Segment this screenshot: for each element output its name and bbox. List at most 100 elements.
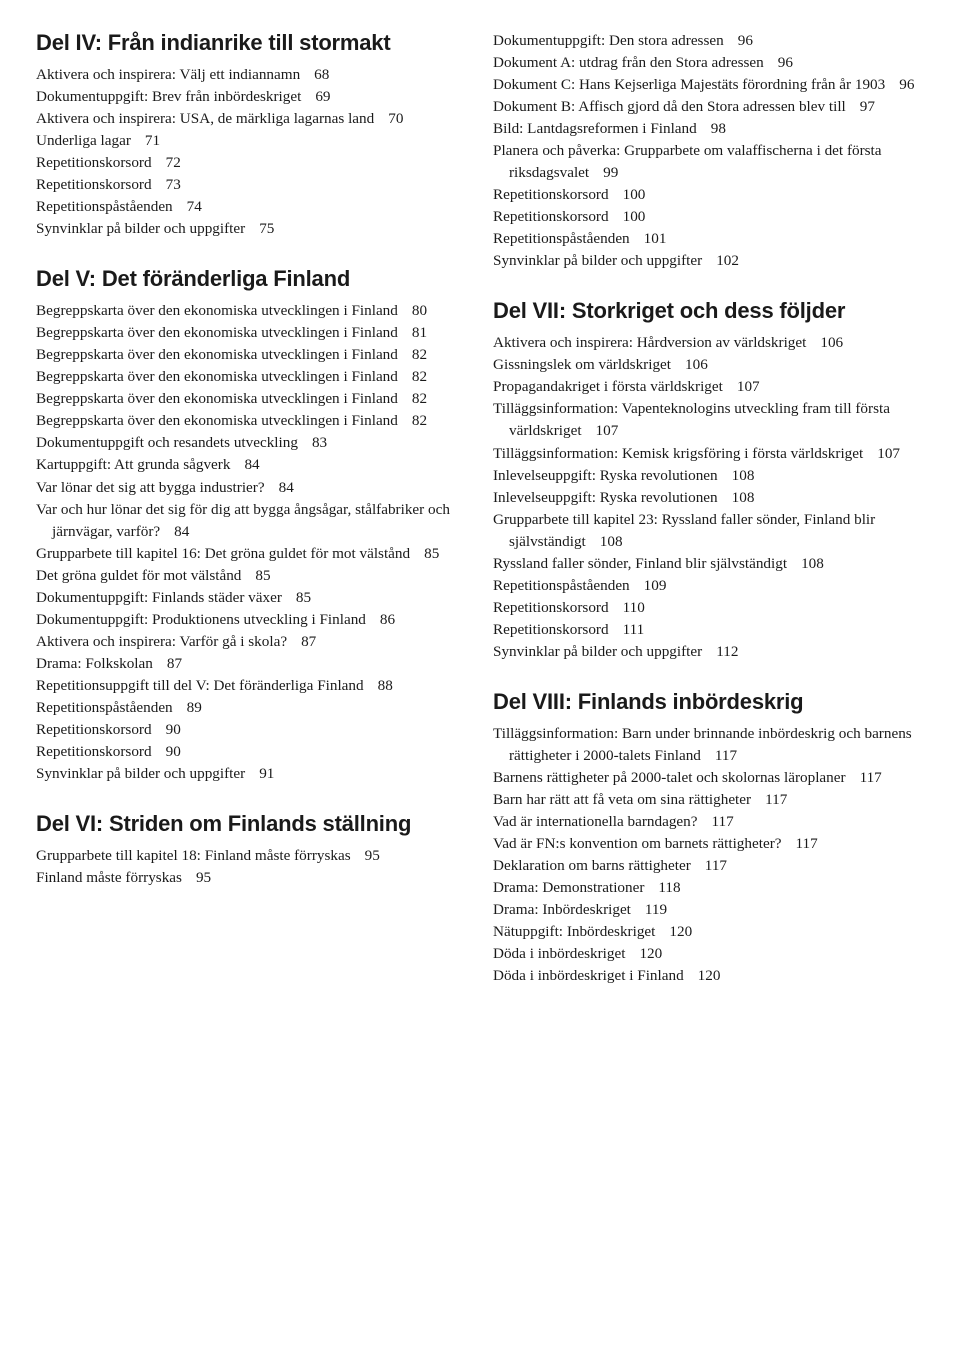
entry-text: Barnens rättigheter på 2000-talet och sk… bbox=[493, 769, 846, 786]
toc-entry: Repetitionskorsord90 bbox=[36, 719, 467, 741]
toc-entry: Begreppskarta över den ekonomiska utveck… bbox=[36, 366, 467, 388]
entry-text: Dokumentuppgift: Den stora adressen bbox=[493, 32, 724, 49]
entry-page: 117 bbox=[765, 791, 787, 808]
entry-page: 108 bbox=[732, 489, 755, 506]
toc-entry: Underliga lagar71 bbox=[36, 130, 467, 152]
toc-entry: Repetitionskorsord 100 bbox=[493, 206, 924, 228]
toc-entry: Aktivera och inspirera: Hårdversion av v… bbox=[493, 332, 924, 354]
entry-text: Tilläggsinformation: Vapenteknologins ut… bbox=[493, 400, 890, 439]
toc-entry: Tilläggsinformation: Barn under brinnand… bbox=[493, 723, 924, 767]
entry-page: 120 bbox=[698, 967, 721, 984]
entry-text: Repetitionskorsord bbox=[36, 176, 152, 193]
toc-entry: Drama: Folkskolan87 bbox=[36, 653, 467, 675]
entry-page: 107 bbox=[737, 378, 760, 395]
entry-text: Var lönar det sig att bygga industrier? bbox=[36, 479, 265, 496]
toc-entry: Begreppskarta över den ekonomiska utveck… bbox=[36, 300, 467, 322]
entry-text: Drama: Demonstrationer bbox=[493, 879, 644, 896]
entry-page: 107 bbox=[877, 445, 900, 462]
entry-page: 100 bbox=[623, 186, 646, 203]
entry-page: 120 bbox=[639, 945, 662, 962]
toc-entry: Synvinklar på bilder och uppgifter75 bbox=[36, 218, 467, 240]
toc-entry: Begreppskarta över den ekonomiska utveck… bbox=[36, 410, 467, 432]
entry-page: 100 bbox=[623, 208, 646, 225]
entry-page: 117 bbox=[796, 835, 818, 852]
entry-text: Repetitionskorsord bbox=[36, 154, 152, 171]
entry-text: Begreppskarta över den ekonomiska utveck… bbox=[36, 302, 398, 319]
entry-text: Begreppskarta över den ekonomiska utveck… bbox=[36, 346, 398, 363]
toc-entry: Bild: Lantdagsreformen i Finland 98 bbox=[493, 118, 924, 140]
toc-entry: Var lönar det sig att bygga industrier? 8… bbox=[36, 477, 467, 499]
toc-entry: Repetitionspåståenden89 bbox=[36, 697, 467, 719]
entry-text: Deklaration om barns rättigheter bbox=[493, 857, 691, 874]
entry-text: Underliga lagar bbox=[36, 132, 131, 149]
section-heading: Del VI: Striden om Finlands ställning bbox=[36, 811, 467, 837]
entry-text: Begreppskarta över den ekonomiska utveck… bbox=[36, 390, 398, 407]
toc-columns: Del IV: Från indianrike till stormaktAkt… bbox=[36, 30, 924, 987]
entry-text: Planera och påverka: Grupparbete om vala… bbox=[493, 142, 882, 181]
entry-page: 98 bbox=[711, 120, 726, 137]
entry-page: 75 bbox=[259, 220, 274, 237]
toc-entry: Ryssland faller sönder, Finland blir sjä… bbox=[493, 553, 924, 575]
entry-page: 84 bbox=[174, 523, 189, 540]
entry-page: 68 bbox=[314, 66, 329, 83]
entry-page: 91 bbox=[259, 765, 274, 782]
entry-page: 95 bbox=[196, 869, 211, 886]
entry-text: Döda i inbördeskriget i Finland bbox=[493, 967, 684, 984]
entry-text: Repetitionspåståenden bbox=[36, 198, 173, 215]
entry-page: 90 bbox=[166, 721, 181, 738]
entry-text: Dokument A: utdrag från den Stora adress… bbox=[493, 54, 764, 71]
entry-page: 85 bbox=[424, 545, 439, 562]
toc-entry: Inlevelseuppgift: Ryska revolutionen108 bbox=[493, 487, 924, 509]
entry-page: 106 bbox=[685, 356, 708, 373]
entry-text: Grupparbete till kapitel 23: Ryssland fa… bbox=[493, 511, 875, 550]
entry-page: 96 bbox=[899, 76, 914, 93]
entry-page: 84 bbox=[279, 479, 294, 496]
toc-entry: Aktivera och inspirera: Varför gå i skol… bbox=[36, 631, 467, 653]
entry-page: 117 bbox=[860, 769, 882, 786]
entry-text: Vad är internationella barndagen? bbox=[493, 813, 698, 830]
toc-entry: Repetitionskorsord90 bbox=[36, 741, 467, 763]
entry-text: Tilläggsinformation: Barn under brinnand… bbox=[493, 725, 912, 764]
toc-entry: Begreppskarta över den ekonomiska utveck… bbox=[36, 344, 467, 366]
entry-page: 86 bbox=[380, 611, 395, 628]
toc-entry: Aktivera och inspirera: USA, de märkliga… bbox=[36, 108, 467, 130]
entry-text: Repetitionspåståenden bbox=[493, 230, 630, 247]
toc-entry: Det gröna guldet för mot välstånd85 bbox=[36, 565, 467, 587]
toc-entry: Barn har rätt att få veta om sina rättig… bbox=[493, 789, 924, 811]
toc-entry: Begreppskarta över den ekonomiska utveck… bbox=[36, 388, 467, 410]
entry-page: 88 bbox=[378, 677, 393, 694]
toc-entry: Grupparbete till kapitel 18: Finland mås… bbox=[36, 845, 467, 867]
entry-text: Barn har rätt att få veta om sina rättig… bbox=[493, 791, 751, 808]
toc-entry: Propagandakriget i första världskriget10… bbox=[493, 376, 924, 398]
entry-text: Synvinklar på bilder och uppgifter bbox=[36, 765, 245, 782]
entry-text: Grupparbete till kapitel 18: Finland mås… bbox=[36, 847, 351, 864]
entry-page: 102 bbox=[716, 252, 739, 269]
entry-page: 73 bbox=[166, 176, 181, 193]
entry-page: 85 bbox=[255, 567, 270, 584]
entry-page: 70 bbox=[388, 110, 403, 127]
toc-entry: Döda i inbördeskriget i Finland 120 bbox=[493, 965, 924, 987]
left-column: Del IV: Från indianrike till stormaktAkt… bbox=[36, 30, 467, 987]
toc-entry: Begreppskarta över den ekonomiska utveck… bbox=[36, 322, 467, 344]
toc-entry: Var och hur lönar det sig för dig att by… bbox=[36, 499, 467, 543]
entry-text: Synvinklar på bilder och uppgifter bbox=[493, 643, 702, 660]
toc-entry: Repetitionspåståenden109 bbox=[493, 575, 924, 597]
entry-page: 99 bbox=[603, 164, 618, 181]
entry-text: Begreppskarta över den ekonomiska utveck… bbox=[36, 368, 398, 385]
entry-text: Repetitionsuppgift till del V: Det förän… bbox=[36, 677, 364, 694]
toc-entry: Dokument C: Hans Kejserliga Majestäts fö… bbox=[493, 74, 924, 96]
entry-page: 108 bbox=[801, 555, 824, 572]
entry-page: 89 bbox=[187, 699, 202, 716]
entry-page: 69 bbox=[315, 88, 330, 105]
toc-entry: Tilläggsinformation: Kemisk krigsföring … bbox=[493, 443, 924, 465]
entry-text: Bild: Lantdagsreformen i Finland bbox=[493, 120, 697, 137]
entry-page: 82 bbox=[412, 390, 427, 407]
entry-text: Drama: Inbördeskriget bbox=[493, 901, 631, 918]
entry-text: Repetitionskorsord bbox=[493, 208, 609, 225]
entry-text: Ryssland faller sönder, Finland blir sjä… bbox=[493, 555, 787, 572]
toc-entry: Grupparbete till kapitel 23: Ryssland fa… bbox=[493, 509, 924, 553]
entry-page: 74 bbox=[187, 198, 202, 215]
entry-page: 72 bbox=[166, 154, 181, 171]
entry-text: Var och hur lönar det sig för dig att by… bbox=[36, 501, 450, 540]
entry-page: 90 bbox=[166, 743, 181, 760]
